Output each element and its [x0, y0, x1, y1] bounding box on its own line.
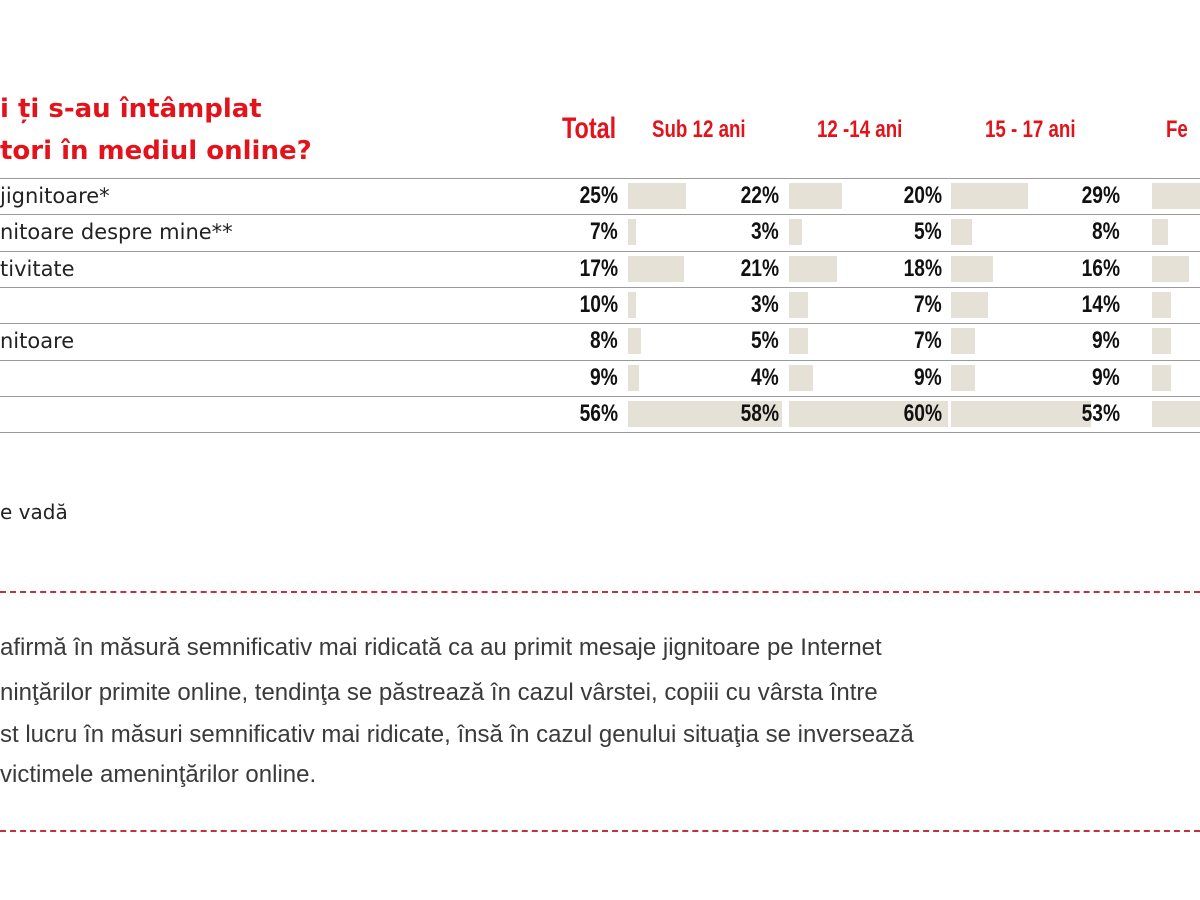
bar-age12_14: [789, 291, 808, 318]
cell-value: 60%: [903, 399, 942, 427]
row-divider: [0, 395, 1200, 397]
row-divider: [0, 432, 1200, 434]
bar-age12_14: [789, 183, 842, 209]
cell-value: 3%: [751, 290, 779, 318]
cell-value: 9%: [590, 363, 618, 391]
cell-value: 56%: [579, 399, 618, 427]
bar-sub12: [628, 291, 636, 318]
cell-value: 53%: [1081, 399, 1120, 427]
bar-age15_17: [951, 255, 994, 282]
bar-feminin_partial: [1152, 364, 1171, 391]
bar-sub12: [628, 219, 636, 246]
row-label: nitoare: [0, 329, 75, 354]
cell-value: 20%: [903, 182, 942, 209]
cell-value: 21%: [740, 254, 779, 282]
bar-sub12: [628, 183, 687, 209]
bar-age12_14: [789, 255, 837, 282]
cell-value: 7%: [590, 218, 618, 246]
row-label: nitoare despre mine**: [0, 220, 233, 245]
cell-value: 5%: [751, 327, 779, 355]
bar-sub12: [628, 364, 639, 391]
col-header-15-17: 15 - 17 ani: [985, 116, 1076, 143]
col-header-12-14: 12 -14 ani: [817, 116, 903, 143]
cell-value: 4%: [751, 363, 779, 391]
paragraph-line: st lucru în măsuri semnificativ mai ridi…: [0, 721, 914, 748]
bar-age15_17: [951, 364, 975, 391]
bar-feminin_partial: [1152, 183, 1200, 209]
col-header-total: Total: [562, 112, 617, 145]
question-line-2: tori în mediul online?: [0, 136, 312, 166]
bar-sub12: [628, 400, 782, 427]
row-divider: [0, 359, 1200, 361]
cell-value: 8%: [590, 327, 618, 355]
footnote: e vadă: [0, 500, 68, 524]
bar-age12_14: [789, 364, 813, 391]
cell-value: 9%: [1092, 327, 1120, 355]
row-label: jignitoare*: [0, 184, 110, 208]
bar-age15_17: [951, 183, 1028, 209]
row-divider: [0, 286, 1200, 288]
cell-value: 29%: [1081, 182, 1120, 209]
paragraph-line: ninţărilor primite online, tendinţa se p…: [0, 679, 878, 706]
bar-age15_17: [951, 291, 989, 318]
cell-value: 25%: [579, 182, 618, 209]
bar-feminin_partial: [1152, 328, 1171, 355]
row-divider: [0, 250, 1200, 252]
bar-sub12: [628, 328, 642, 355]
cell-value: 9%: [1092, 363, 1120, 391]
paragraph-line: victimele ameninţărilor online.: [0, 761, 317, 788]
cell-value: 18%: [903, 254, 942, 282]
cell-value: 58%: [740, 399, 779, 427]
col-header-sub12: Sub 12 ani: [652, 116, 746, 143]
paragraph-line: afirmă în măsură semnificativ mai ridica…: [0, 634, 882, 661]
question-line-1: i ți s-au întâmplat: [0, 94, 262, 124]
bar-feminin_partial: [1152, 219, 1168, 246]
dashed-divider-top: [0, 591, 1200, 593]
row-divider: [0, 178, 1200, 179]
bar-feminin_partial: [1152, 291, 1171, 318]
cell-value: 17%: [579, 254, 618, 282]
bar-sub12: [628, 255, 684, 282]
cell-value: 10%: [579, 290, 618, 318]
cell-value: 9%: [914, 363, 942, 391]
bar-age15_17: [951, 328, 975, 355]
cell-value: 7%: [914, 290, 942, 318]
bar-age15_17: [951, 400, 1092, 427]
bar-age12_14: [789, 328, 808, 355]
row-label: tivitate: [0, 256, 75, 281]
dashed-divider-bottom: [0, 830, 1200, 832]
cell-value: 3%: [751, 218, 779, 246]
row-divider: [0, 323, 1200, 325]
row-divider: [0, 214, 1200, 216]
cell-value: 14%: [1081, 290, 1120, 318]
cell-value: 8%: [1092, 218, 1120, 246]
bar-age12_14: [789, 219, 803, 246]
bar-feminin_partial: [1152, 400, 1200, 427]
bar-age12_14: [789, 400, 948, 427]
bar-age15_17: [951, 219, 973, 246]
bar-feminin_partial: [1152, 255, 1190, 282]
cell-value: 16%: [1081, 254, 1120, 282]
cell-value: 22%: [740, 182, 779, 209]
col-header-feminin: Fe: [1166, 116, 1188, 143]
cell-value: 7%: [914, 327, 942, 355]
cell-value: 5%: [914, 218, 942, 246]
